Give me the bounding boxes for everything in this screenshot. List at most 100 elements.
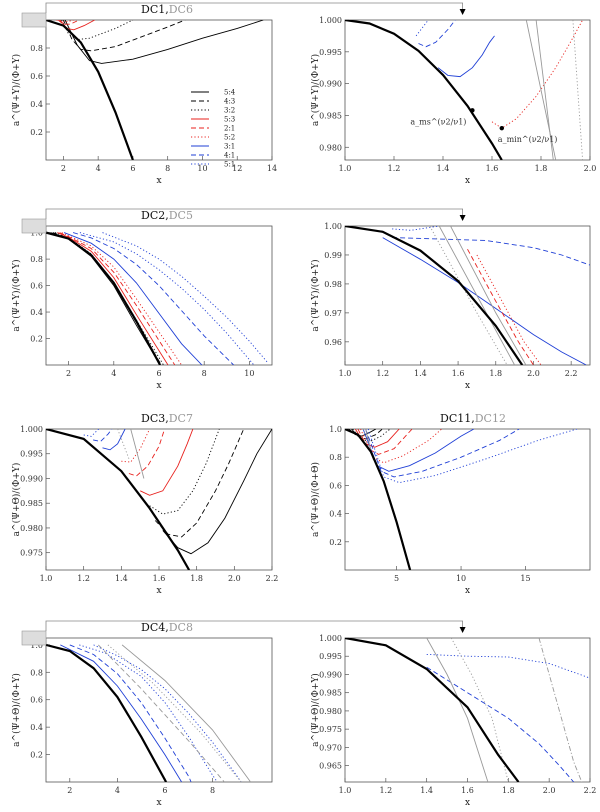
x-tick-label: 1.0 — [339, 369, 352, 378]
y-tick-label: 1.000 — [20, 425, 43, 434]
series-line-5-2 — [121, 429, 151, 463]
x-tick-label: 6 — [130, 164, 135, 173]
x-tick-label: 10 — [197, 164, 207, 173]
x-tick-label: 1.8 — [535, 164, 548, 173]
y-tick-label: 0.995 — [319, 48, 342, 57]
x-tick-label: 2 — [66, 369, 71, 378]
y-tick-label: 0.4 — [30, 723, 43, 732]
x-tick-label: 1.4 — [420, 786, 433, 795]
legend-label: 4:1 — [224, 152, 235, 160]
y-axis-label: a^(Ψ+Θ)/(Φ+Υ) — [11, 673, 22, 747]
series-line-5-1 — [392, 226, 440, 231]
y-tick-label: 0.2 — [30, 751, 43, 760]
zoom-connector — [45, 2, 463, 14]
series-line-5-1 — [426, 653, 590, 679]
x-tick-label: 1.4 — [437, 164, 450, 173]
y-tick-label: 0.980 — [20, 524, 43, 533]
plot-area — [345, 429, 578, 570]
x-tick-label: 1.2 — [376, 369, 389, 378]
series-line-g2 — [450, 226, 527, 365]
chart-title: DC2,DC5 — [141, 209, 193, 222]
series-line-g2 — [362, 429, 370, 451]
y-tick-label: 0.99 — [324, 251, 342, 260]
title-part: DC2, — [141, 209, 169, 222]
series-line-5-4 — [162, 429, 272, 555]
y-tick-label: 0.6 — [30, 72, 43, 81]
envelope-curve — [46, 20, 134, 160]
y-tick-label: 0.990 — [319, 80, 342, 89]
plot-frame — [344, 428, 591, 571]
y-tick-label: 0.2 — [30, 335, 43, 344]
x-tick-label: 1.8 — [190, 574, 203, 583]
x-tick-label: 2.0 — [527, 369, 540, 378]
y-tick-label: 0.8 — [329, 453, 342, 462]
y-tick-label: 0.970 — [319, 743, 342, 752]
series-line-5-1b — [93, 644, 242, 782]
y-tick-label: 0.990 — [319, 670, 342, 679]
y-tick-label: 0.980 — [319, 143, 342, 152]
x-tick-label: 8 — [165, 164, 170, 173]
y-tick-label: 0.6 — [329, 481, 342, 490]
series-line-4-3 — [62, 20, 186, 52]
x-tick-label: 1.0 — [40, 574, 53, 583]
x-tick-label: 1.6 — [486, 164, 499, 173]
x-tick-label: 15 — [520, 574, 530, 583]
title-part: DC3, — [141, 412, 169, 425]
x-tick-label: 4 — [96, 164, 101, 173]
x-tick-label: 4 — [111, 369, 116, 378]
x-tick-label: 2.2 — [584, 786, 597, 795]
chart-p6: 5 10 15 0.2 0.4 0.6 0.8 1.0 x a^(Ψ+Θ)/(Φ+Θ) DC11,D… — [310, 412, 591, 596]
y-tick-label: 0.96 — [324, 338, 342, 347]
zoom-connector — [45, 208, 463, 220]
x-axis-label: x — [465, 586, 470, 596]
plot-frame — [344, 19, 591, 161]
plot-area — [345, 638, 590, 782]
series-line-3-1 — [437, 35, 495, 78]
x-tick-label: 2 — [61, 164, 66, 173]
y-tick-label: 0.980 — [319, 707, 342, 716]
x-tick-label: 10 — [456, 574, 466, 583]
x-tick-label: 1.4 — [414, 369, 427, 378]
x-axis-label: x — [156, 381, 161, 391]
annotation-label: a_min^(ν2/ν1) — [498, 135, 558, 144]
y-tick-label: 0.6 — [30, 696, 43, 705]
envelope-curve — [46, 429, 191, 570]
chart-title: DC11,DC12 — [440, 412, 506, 425]
x-tick-label: 1.2 — [379, 786, 392, 795]
x-tick-label: 6 — [156, 369, 161, 378]
plot-area — [46, 643, 251, 782]
y-tick-label: 1.000 — [319, 634, 342, 643]
y-tick-label: 0.8 — [30, 668, 43, 677]
plot-area — [46, 429, 272, 570]
series-line-2-1 — [357, 429, 413, 455]
x-tick-label: 2.2 — [565, 369, 578, 378]
legend: 5:44:33:25:32:15:23:14:15:1 — [191, 89, 236, 169]
series-line-g3 — [572, 20, 584, 160]
y-tick-label: 0.985 — [20, 499, 43, 508]
y-tick-label: 1.0 — [30, 641, 43, 650]
series-line-2-1 — [59, 232, 176, 365]
zoom-box — [21, 218, 47, 234]
series-line-5-1 — [79, 644, 218, 782]
chart-p1: 24681012140.20.40.60.81.0xa^(Ψ+Υ)/(Φ+Υ)5… — [11, 3, 277, 186]
series-line-5-1 — [415, 20, 429, 37]
annotation-point — [499, 125, 504, 131]
plot-frame — [45, 19, 273, 161]
x-tick-label: 6 — [162, 786, 167, 795]
x-axis-label: x — [465, 798, 470, 808]
chart-p3: 2468100.20.40.60.81.0xa^(Ψ+Υ)/(Φ+Υ)DC2,D… — [11, 209, 273, 391]
series-line-3-1 — [382, 237, 587, 365]
title-part: DC4, — [141, 621, 169, 634]
envelope-curve — [345, 226, 524, 365]
chart-p5: 1.0 1.2 1.4 1.6 1.8 2.0 2.2 0.975 0.980 0.985 0.99… — [11, 412, 278, 596]
series-line-2-1 — [128, 429, 166, 477]
y-tick-label: 0.4 — [329, 510, 342, 519]
series-line-2-1 — [476, 254, 542, 365]
y-tick-label: 1.000 — [319, 16, 342, 25]
title-part: DC11, — [440, 412, 475, 425]
envelope-curve — [345, 429, 412, 570]
x-tick-label: 2.0 — [584, 164, 597, 173]
legend-label: 2:1 — [224, 125, 235, 133]
chart-title: DC3,DC7 — [141, 412, 193, 425]
